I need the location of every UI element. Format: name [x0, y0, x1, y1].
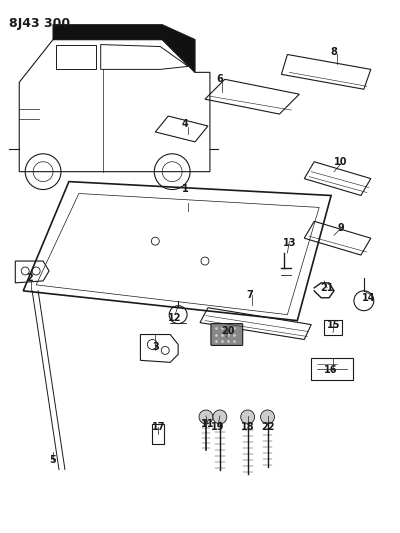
Text: 20: 20: [221, 326, 234, 336]
Circle shape: [199, 410, 213, 424]
Circle shape: [213, 410, 227, 424]
Text: 7: 7: [246, 290, 253, 300]
Text: 6: 6: [216, 74, 223, 84]
Text: 8J43 300: 8J43 300: [9, 17, 70, 30]
Text: 13: 13: [283, 238, 296, 248]
Text: 14: 14: [362, 293, 376, 303]
Circle shape: [260, 410, 274, 424]
Text: 2: 2: [26, 273, 32, 283]
Text: 8: 8: [331, 47, 338, 58]
FancyBboxPatch shape: [211, 324, 243, 345]
Text: 5: 5: [50, 455, 56, 465]
Text: 1: 1: [182, 183, 188, 193]
Text: 9: 9: [338, 223, 344, 233]
Text: 4: 4: [182, 119, 188, 129]
Text: 15: 15: [327, 320, 341, 329]
Text: 19: 19: [211, 422, 225, 432]
Text: 22: 22: [261, 422, 274, 432]
Bar: [152, 424, 164, 444]
Text: 17: 17: [152, 422, 165, 432]
Text: 18: 18: [241, 422, 254, 432]
Circle shape: [241, 410, 255, 424]
Text: 3: 3: [152, 342, 159, 352]
Text: 10: 10: [334, 157, 348, 167]
Text: 21: 21: [320, 283, 334, 293]
Text: 16: 16: [324, 365, 338, 375]
Polygon shape: [53, 25, 195, 72]
Text: 12: 12: [168, 313, 182, 322]
Text: 11: 11: [201, 419, 215, 429]
